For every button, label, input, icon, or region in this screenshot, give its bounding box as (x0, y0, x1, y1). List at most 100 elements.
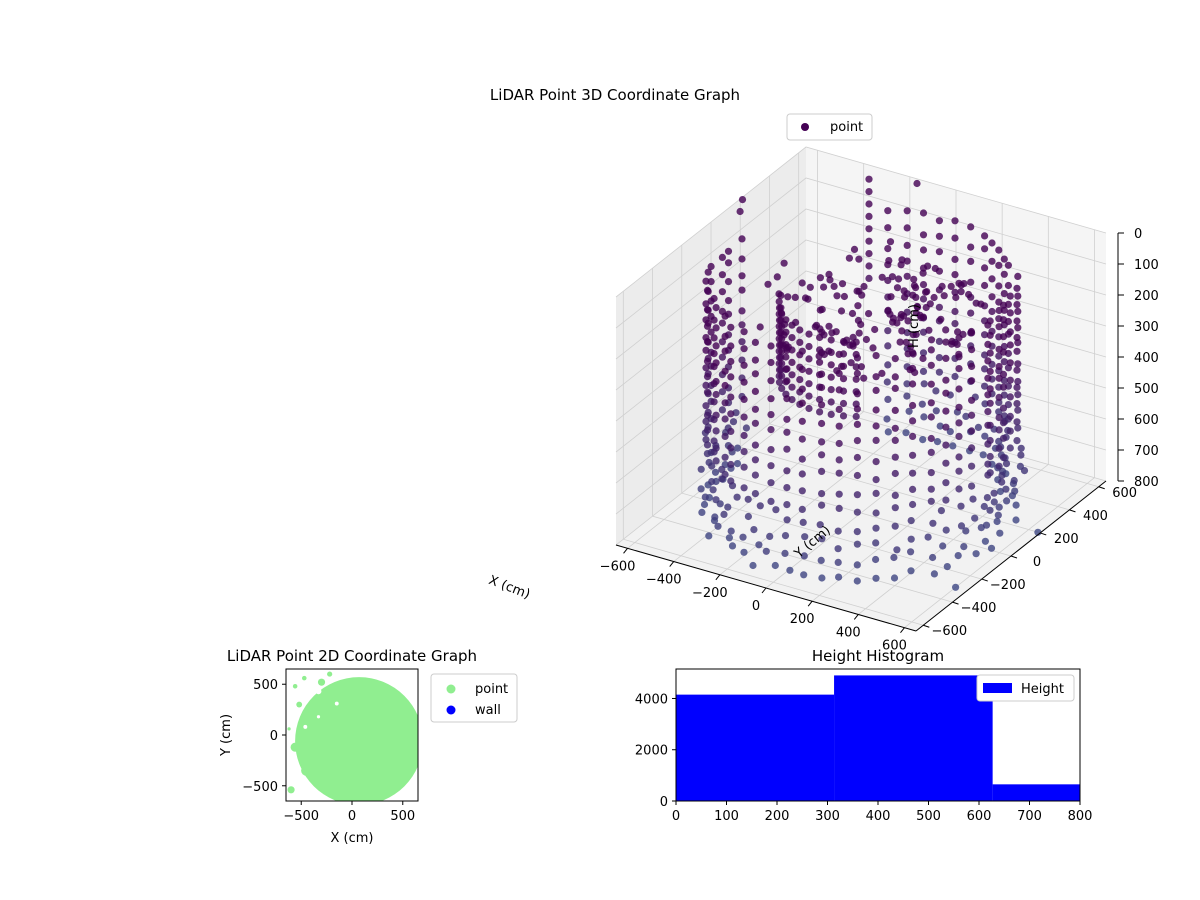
data-point (891, 453, 899, 461)
data-point (995, 282, 1003, 290)
data-point (903, 272, 911, 280)
hist-bar (676, 694, 835, 801)
data-point (919, 246, 928, 254)
data-point (738, 321, 746, 329)
data-point (799, 518, 807, 527)
y-tick-label: −600 (931, 624, 967, 639)
data-point (865, 274, 873, 282)
data-point (840, 292, 849, 301)
data-point (801, 533, 809, 541)
data-point (927, 448, 935, 456)
data-point (724, 259, 733, 267)
data-point (834, 558, 842, 567)
data-point (712, 324, 720, 332)
data-point (912, 284, 920, 292)
y-tick-label: −400 (961, 601, 997, 616)
data-point (786, 566, 794, 574)
data-point (739, 533, 747, 541)
data-point (995, 374, 1003, 382)
data-point (993, 517, 1001, 526)
data-point (724, 297, 733, 305)
data-point (767, 479, 775, 487)
data-point (971, 514, 979, 522)
data-point (909, 500, 917, 509)
point-cloud-region (292, 683, 298, 689)
data-point (826, 276, 834, 284)
data-point (702, 316, 710, 324)
data-point (972, 299, 980, 307)
data-point (888, 273, 897, 281)
data-point (820, 283, 828, 291)
data-point (783, 395, 791, 403)
data-point (720, 510, 728, 518)
data-point (981, 432, 989, 440)
data-point (942, 526, 950, 534)
point-cloud-gap (316, 715, 321, 719)
data-point (1006, 412, 1014, 420)
data-point (986, 506, 994, 514)
y-tick-label: 4000 (635, 692, 668, 707)
data-point (835, 405, 843, 413)
chart-hist-title: Height Histogram (812, 647, 944, 665)
data-point (712, 377, 720, 386)
data-point (1014, 377, 1022, 386)
legend-hist-swatch (983, 683, 1012, 693)
data-point (910, 275, 918, 283)
data-point (738, 255, 746, 263)
data-point (960, 543, 968, 551)
data-point (994, 511, 1002, 519)
data-point (968, 329, 976, 337)
data-point (707, 328, 715, 336)
data-point (916, 311, 924, 319)
data-point (942, 423, 950, 431)
data-point (986, 385, 994, 393)
data-point (767, 358, 775, 367)
data-point (736, 207, 744, 216)
data-point (727, 477, 735, 485)
data-point (1013, 333, 1021, 342)
data-point (727, 342, 735, 350)
h-tick-label: 800 (1134, 475, 1159, 490)
h-tick-label: 100 (1134, 258, 1159, 273)
data-point (955, 353, 963, 361)
data-point (967, 223, 975, 231)
data-point (805, 380, 813, 388)
data-point (853, 420, 862, 428)
chart-3d-xlabel: X (cm) (486, 573, 532, 602)
data-point (931, 264, 939, 273)
data-point (703, 441, 712, 449)
data-point (798, 365, 806, 374)
data-point (937, 315, 945, 323)
data-point (919, 367, 928, 375)
grid-h-line (615, 239, 1107, 391)
data-point (1013, 301, 1021, 309)
legend-3d-marker-point (801, 123, 809, 131)
data-point (728, 542, 737, 550)
data-point (903, 241, 911, 249)
data-point (927, 399, 935, 407)
data-point (919, 281, 928, 289)
data-point (835, 350, 843, 358)
data-point (909, 349, 917, 357)
data-point (833, 292, 841, 300)
data-point (891, 406, 899, 414)
data-point (968, 427, 976, 435)
point-cloud-region (301, 765, 312, 776)
data-point (995, 306, 1003, 315)
chart-hist-legend: Height (976, 674, 1075, 702)
data-point (981, 232, 989, 240)
data-point (1013, 383, 1021, 391)
grid-h-line (615, 146, 1107, 298)
data-point (827, 348, 835, 356)
data-point (995, 362, 1003, 371)
data-point (718, 338, 727, 346)
data-point (783, 445, 791, 453)
data-point (1014, 406, 1022, 414)
data-point (751, 456, 760, 464)
data-point (740, 345, 748, 353)
h-tick-label: 300 (1134, 320, 1159, 335)
chart-2d-legend: point wall (430, 673, 518, 723)
data-point (869, 344, 877, 352)
data-point (782, 328, 790, 336)
data-point (1013, 284, 1021, 292)
